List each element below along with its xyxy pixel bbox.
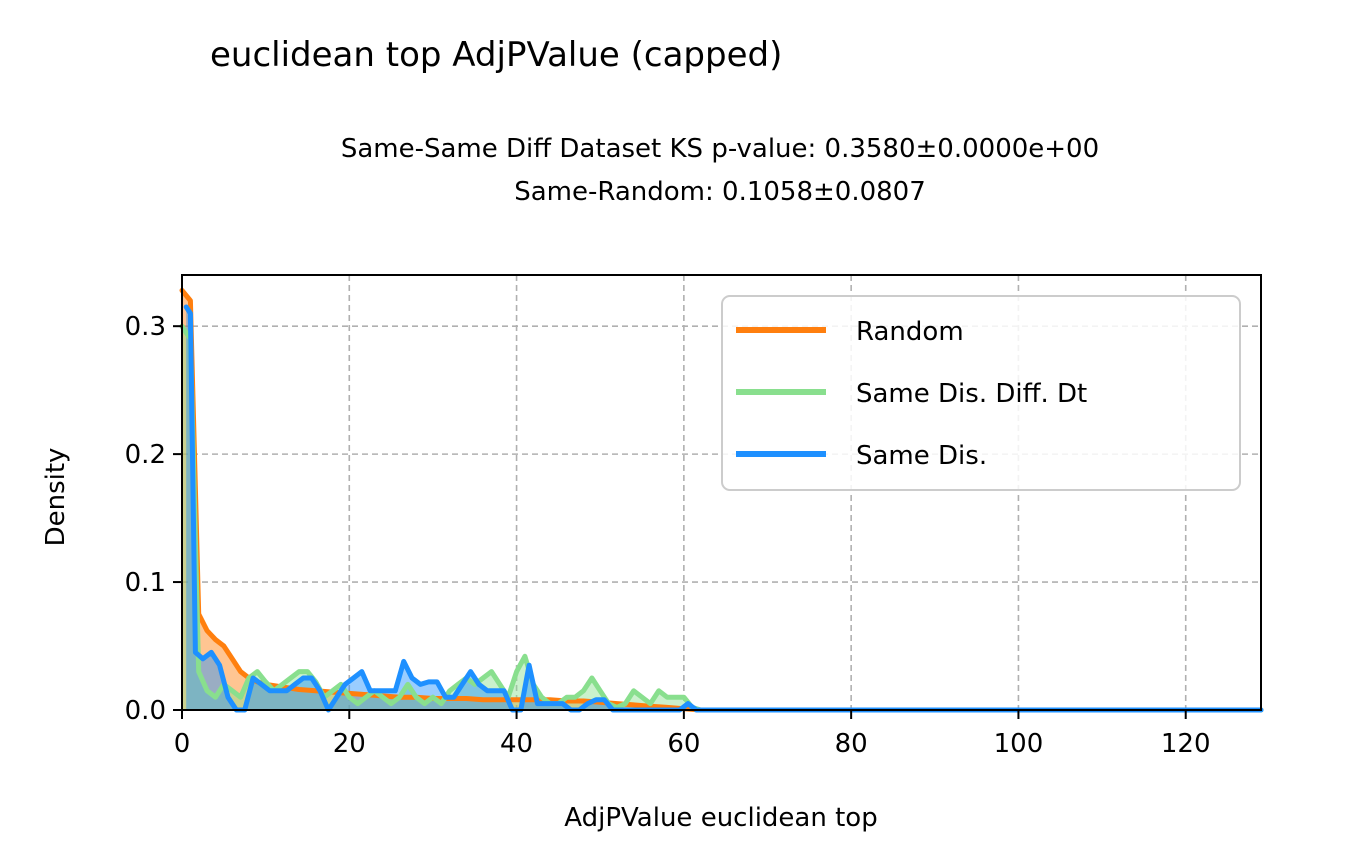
y-tick-label-1: 0.1 bbox=[125, 568, 166, 598]
x-tick-label-4: 80 bbox=[835, 729, 868, 759]
chart-title: euclidean top AdjPValue (capped) bbox=[210, 35, 782, 75]
x-axis-label: AdjPValue euclidean top bbox=[564, 803, 877, 833]
legend-label-same-dis-diff-dt: Same Dis. Diff. Dt bbox=[856, 379, 1087, 409]
x-tick-label-5: 100 bbox=[994, 729, 1044, 759]
x-tick-label-6: 120 bbox=[1161, 729, 1211, 759]
chart-subtitle-line-1: Same-Same Diff Dataset KS p-value: 0.358… bbox=[341, 134, 1099, 164]
x-tick-label-1: 20 bbox=[333, 729, 366, 759]
legend: Random Same Dis. Diff. Dt Same Dis. bbox=[721, 295, 1241, 491]
legend-box bbox=[721, 295, 1241, 491]
plot-frame bbox=[181, 274, 1262, 711]
legend-label-same-dis: Same Dis. bbox=[856, 441, 987, 471]
y-tick-label-0: 0.0 bbox=[125, 696, 166, 726]
y-axis-label: Density bbox=[41, 448, 71, 547]
chart-subtitle-line-2: Same-Random: 0.1058±0.0807 bbox=[514, 177, 926, 207]
y-tick-label-3: 0.3 bbox=[125, 312, 166, 342]
x-axis: 0 20 40 60 80 100 120 bbox=[174, 710, 1211, 759]
legend-label-random: Random bbox=[856, 317, 964, 347]
y-tick-label-2: 0.2 bbox=[125, 440, 166, 470]
y-axis: 0.0 0.1 0.2 0.3 bbox=[125, 312, 182, 726]
x-tick-label-2: 40 bbox=[500, 729, 533, 759]
x-tick-label-0: 0 bbox=[174, 729, 191, 759]
x-tick-label-3: 60 bbox=[667, 729, 700, 759]
